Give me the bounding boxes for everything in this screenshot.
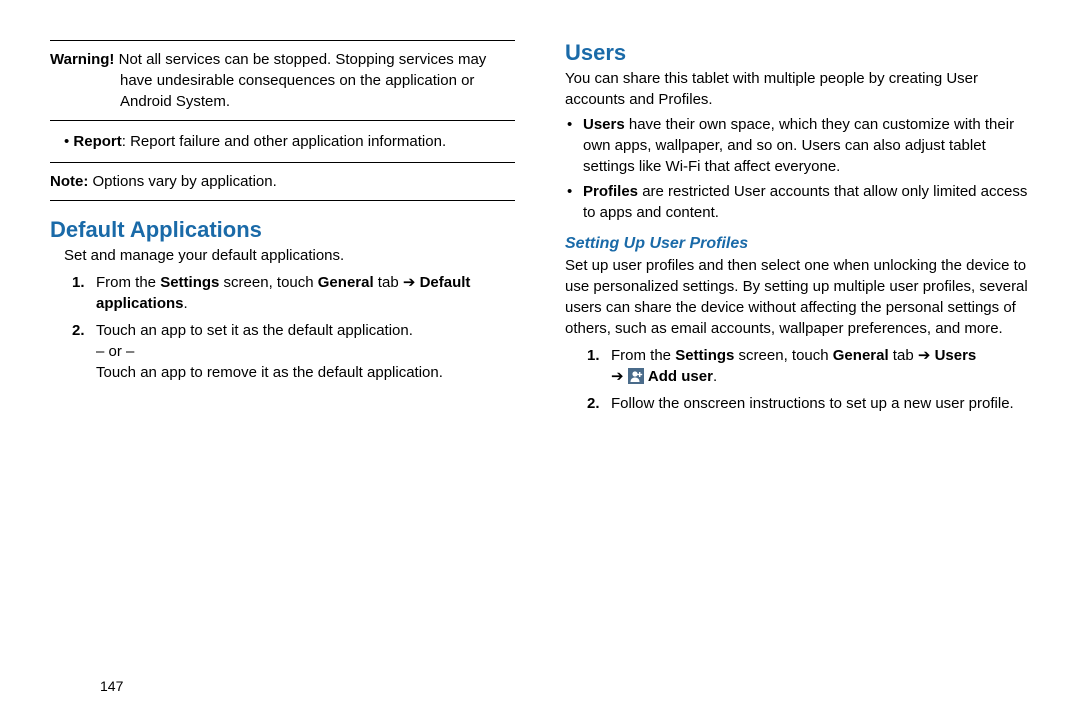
warning-box: Warning! Not all services can be stopped… <box>50 40 515 121</box>
t: . <box>713 368 717 385</box>
profiles-step-1: From the Settings screen, touch General … <box>565 345 1030 387</box>
step2b: Touch an app to remove it as the default… <box>96 364 443 381</box>
note-box: Note: Options vary by application. <box>50 162 515 201</box>
general-word: General <box>318 274 374 291</box>
profiles-intro: Set up user profiles and then select one… <box>565 255 1030 339</box>
t: From the <box>611 347 675 364</box>
arrow-icon: ➔ <box>918 347 931 364</box>
t: tab <box>889 347 918 364</box>
arrow-icon: ➔ <box>403 274 416 291</box>
manual-page: Warning! Not all services can be stopped… <box>0 0 1080 720</box>
general-word: General <box>833 347 889 364</box>
step2or: – or – <box>96 343 134 360</box>
report-label: Report <box>73 133 121 150</box>
users-bullet-1: Users have their own space, which they c… <box>565 114 1030 177</box>
t: . <box>184 295 188 312</box>
add-user-icon <box>628 368 644 384</box>
users-word: Users <box>583 116 625 133</box>
default-apps-intro: Set and manage your default applications… <box>50 245 515 266</box>
users-heading: Users <box>565 40 1030 66</box>
default-apps-heading: Default Applications <box>50 217 515 243</box>
page-number: 147 <box>100 678 123 694</box>
default-apps-steps: From the Settings screen, touch General … <box>50 272 515 383</box>
t: screen, touch <box>734 347 832 364</box>
users-word: Users <box>935 347 977 364</box>
t: are restricted User accounts that allow … <box>583 183 1027 221</box>
note-label: Note: <box>50 173 88 190</box>
setting-up-profiles-heading: Setting Up User Profiles <box>565 235 1030 253</box>
note-paragraph: Note: Options vary by application. <box>50 171 515 192</box>
left-column: Warning! Not all services can be stopped… <box>50 40 515 700</box>
profiles-step-2: Follow the onscreen instructions to set … <box>565 393 1030 414</box>
users-intro: You can share this tablet with multiple … <box>565 68 1030 110</box>
t: From the <box>96 274 160 291</box>
step-2: Touch an app to set it as the default ap… <box>50 320 515 383</box>
report-bullet: • Report: Report failure and other appli… <box>50 131 515 152</box>
profiles-word: Profiles <box>583 183 638 200</box>
settings-word: Settings <box>675 347 734 364</box>
t: have their own space, which they can cus… <box>583 116 1014 175</box>
users-bullet-2: Profiles are restricted User accounts th… <box>565 181 1030 223</box>
t: screen, touch <box>219 274 317 291</box>
warning-label: Warning! <box>50 51 114 68</box>
report-text: : Report failure and other application i… <box>122 133 446 150</box>
warning-body: Not all services can be stopped. Stoppin… <box>114 51 486 110</box>
arrow-icon: ➔ <box>611 368 624 385</box>
note-text-body: Options vary by application. <box>88 173 276 190</box>
right-column: Users You can share this tablet with mul… <box>565 40 1030 700</box>
profiles-steps: From the Settings screen, touch General … <box>565 345 1030 414</box>
add-user-word: Add user <box>648 368 713 385</box>
users-bullet-list: Users have their own space, which they c… <box>565 114 1030 223</box>
step2a: Touch an app to set it as the default ap… <box>96 322 413 339</box>
t: tab <box>374 274 403 291</box>
settings-word: Settings <box>160 274 219 291</box>
warning-paragraph: Warning! Not all services can be stopped… <box>50 49 515 112</box>
step-1: From the Settings screen, touch General … <box>50 272 515 314</box>
t: Follow the onscreen instructions to set … <box>611 395 1014 412</box>
